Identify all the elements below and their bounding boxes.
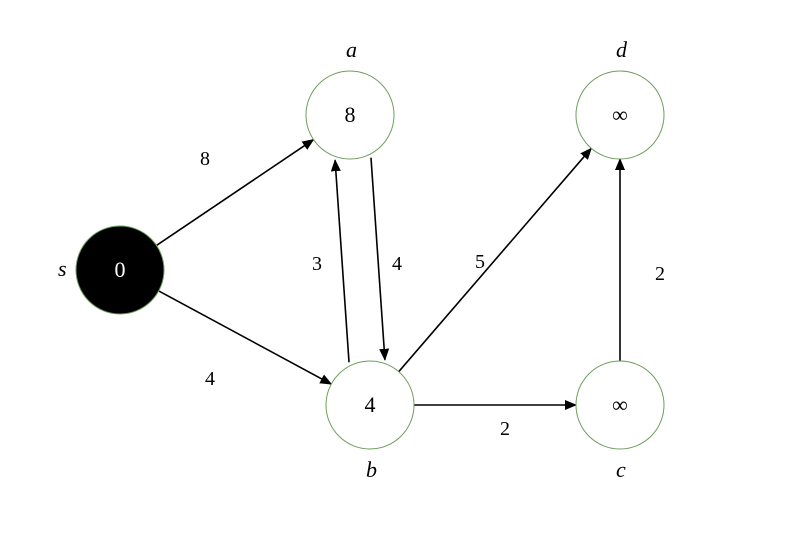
node-a: 8a bbox=[306, 37, 394, 159]
edge-b-d bbox=[399, 148, 592, 371]
node-label-s: s bbox=[58, 256, 67, 281]
edge-weight-a-b: 4 bbox=[392, 253, 402, 275]
node-value-c: ∞ bbox=[612, 392, 628, 417]
node-c: ∞c bbox=[576, 361, 664, 482]
node-b: 4b bbox=[326, 361, 414, 482]
node-label-c: c bbox=[616, 457, 626, 482]
edge-weight-b-a: 3 bbox=[312, 253, 322, 275]
edge-b-a bbox=[335, 160, 349, 362]
graph-diagram: 0s8a4b∞c∞d 8434522 bbox=[0, 0, 810, 544]
node-label-b: b bbox=[366, 457, 377, 482]
node-label-a: a bbox=[346, 37, 357, 62]
edge-weight-s-a: 8 bbox=[200, 148, 210, 170]
node-value-a: 8 bbox=[345, 102, 356, 127]
edge-s-b bbox=[159, 291, 332, 384]
nodes-layer: 0s8a4b∞c∞d bbox=[58, 37, 664, 482]
edge-s-a bbox=[156, 140, 313, 246]
edge-weight-b-c: 2 bbox=[500, 418, 510, 440]
node-value-s: 0 bbox=[115, 257, 126, 282]
edge-weight-s-b: 4 bbox=[205, 368, 215, 390]
node-s: 0s bbox=[58, 226, 164, 314]
node-d: ∞d bbox=[576, 37, 664, 159]
node-value-d: ∞ bbox=[612, 102, 628, 127]
edge-weight-b-d: 5 bbox=[475, 251, 485, 273]
edge-a-b bbox=[371, 158, 385, 360]
edge-weight-c-d: 2 bbox=[655, 263, 665, 285]
node-value-b: 4 bbox=[365, 392, 376, 417]
node-label-d: d bbox=[616, 37, 628, 62]
